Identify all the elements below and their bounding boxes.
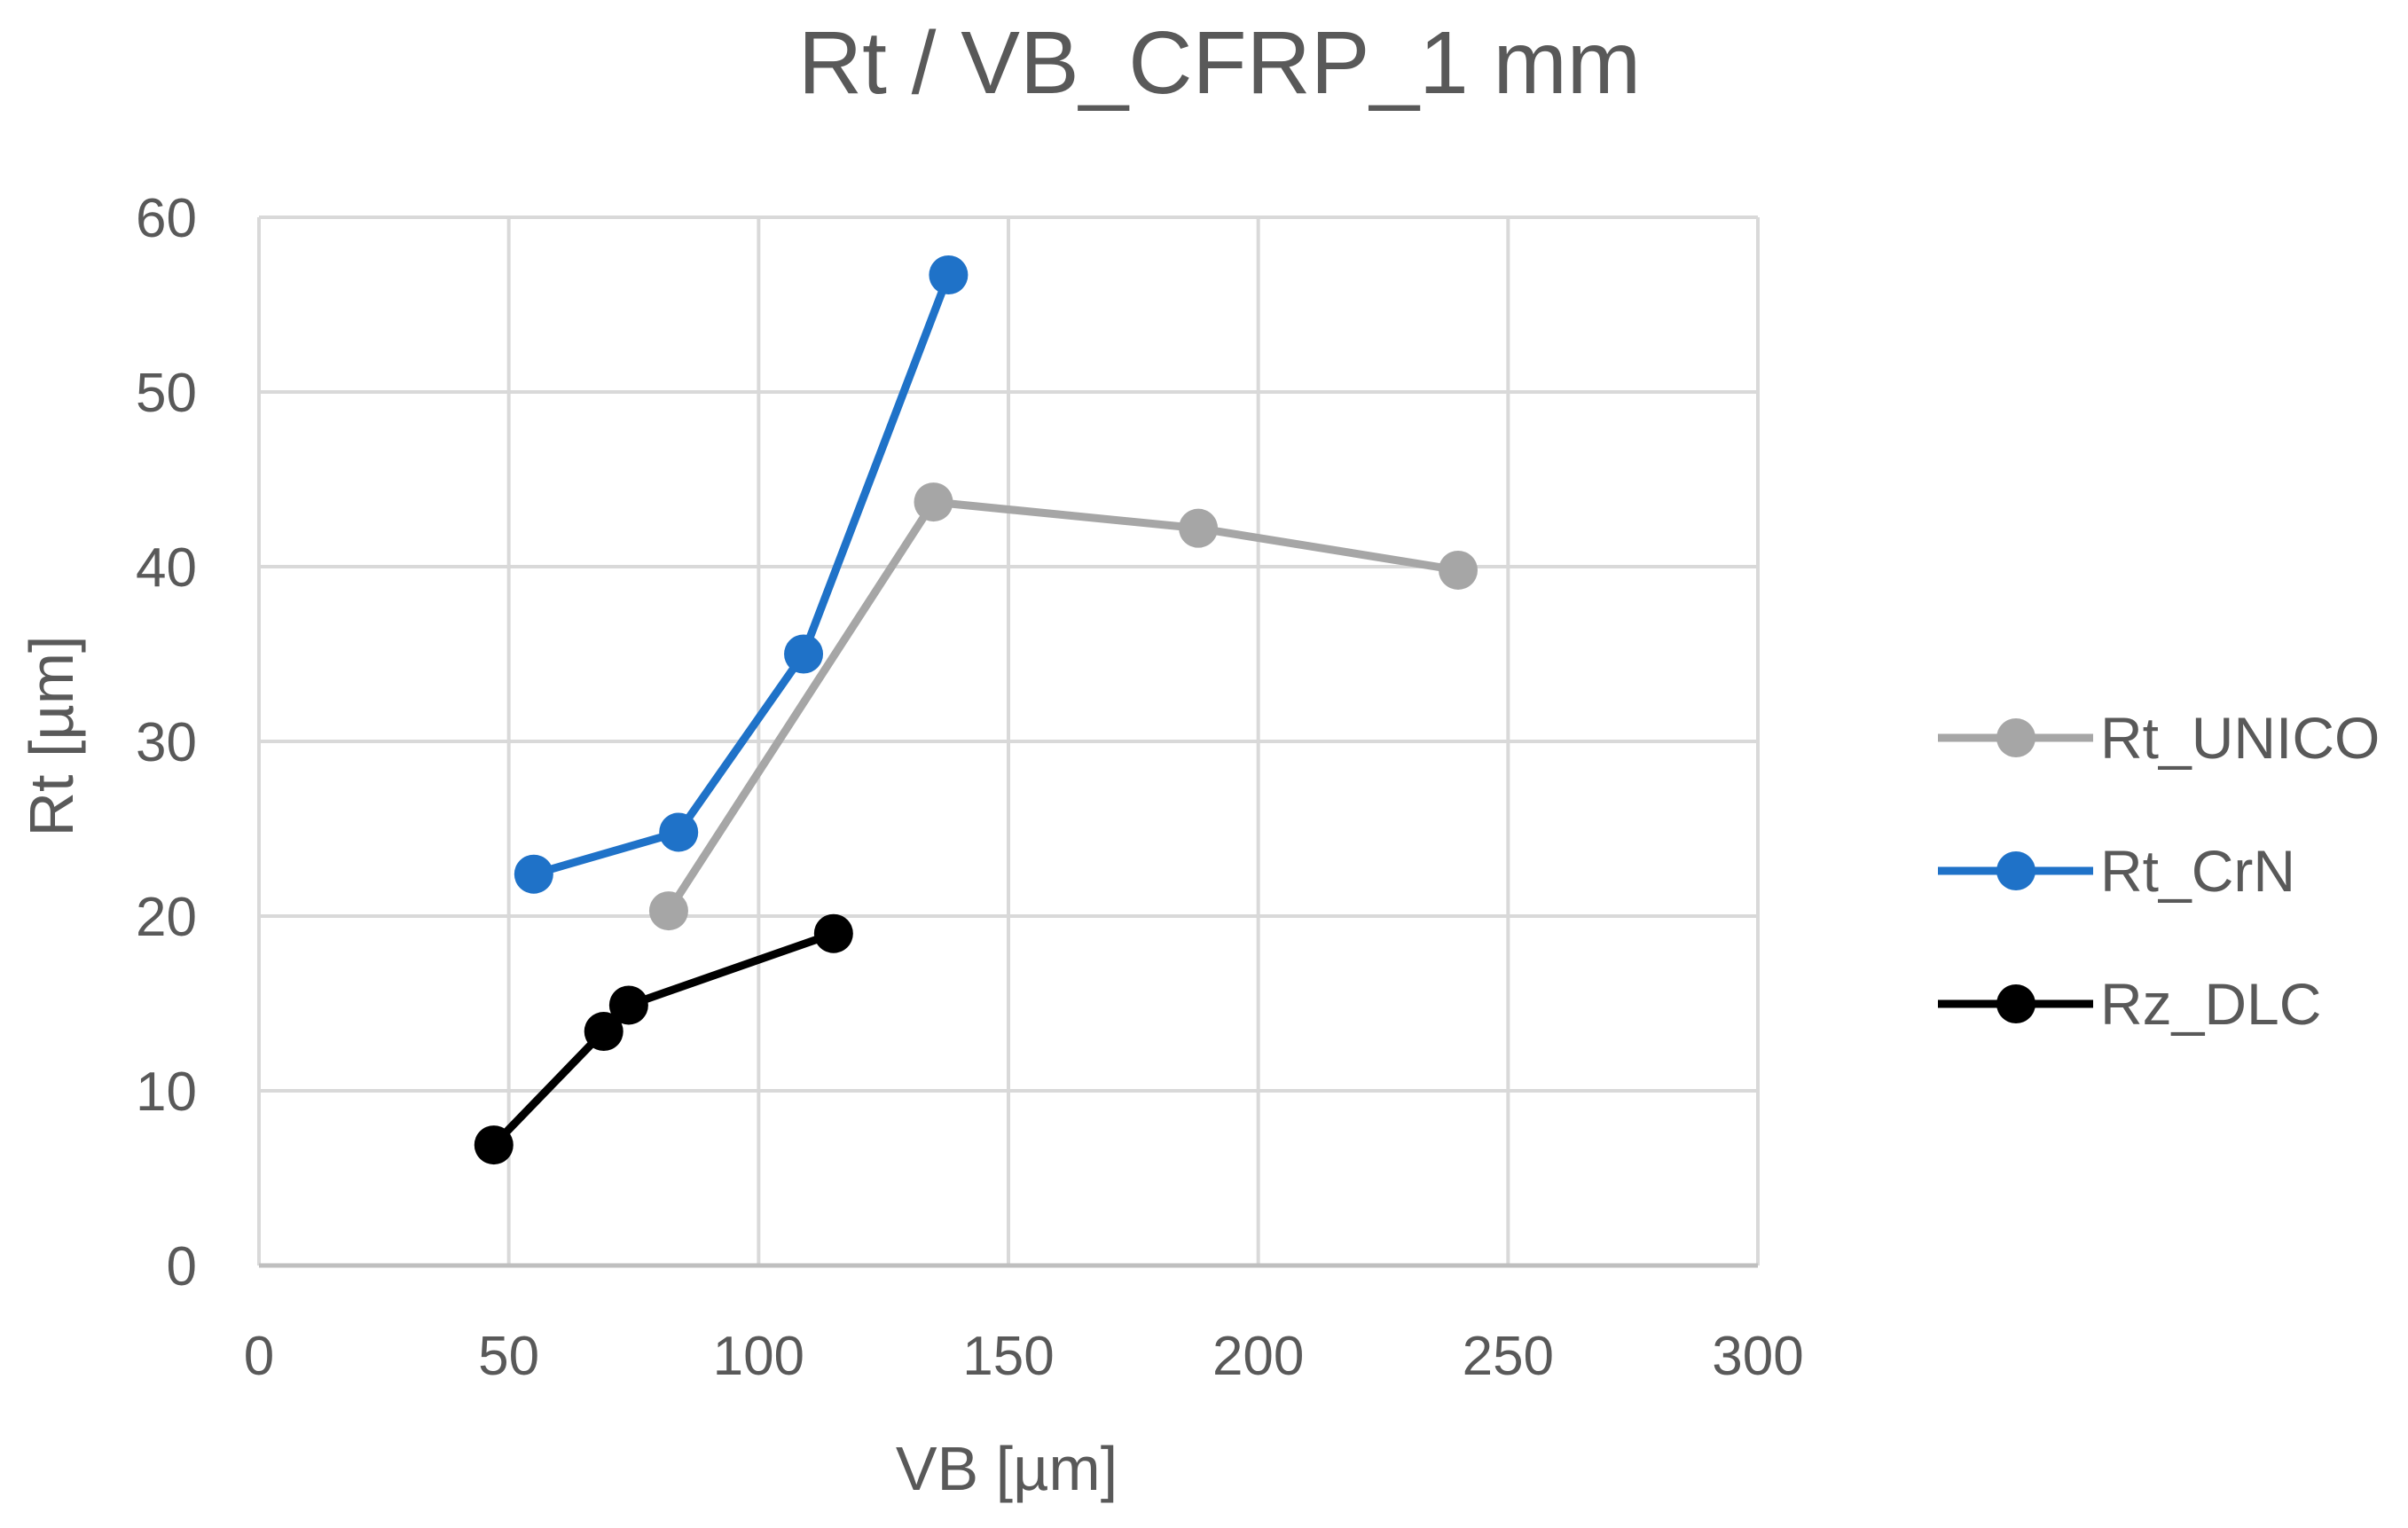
x-tick-label: 150 xyxy=(962,1326,1054,1387)
y-tick-label: 60 xyxy=(136,188,197,249)
x-axis-title: VB [µm] xyxy=(896,1434,1118,1503)
data-series xyxy=(474,255,1478,1165)
x-tick-label: 200 xyxy=(1212,1326,1304,1387)
y-tick-label: 10 xyxy=(136,1062,197,1123)
legend-label: Rt_CrN xyxy=(2100,838,2295,904)
legend: Rt_UNICO Rt_CrN Rz_DLC xyxy=(1938,705,2380,1037)
gridlines xyxy=(257,215,1760,1267)
series-Rz_DLC xyxy=(474,913,853,1165)
legend-label: Rt_UNICO xyxy=(2100,705,2380,771)
x-axis-ticks: 0 50 100 150 200 250 300 xyxy=(244,1326,1804,1387)
y-tick-label: 30 xyxy=(136,712,197,773)
data-point-Rz_DLC xyxy=(608,985,648,1025)
x-tick-label: 0 xyxy=(244,1326,274,1387)
series-line-Rz_DLC xyxy=(490,929,838,1149)
y-tick-label: 20 xyxy=(136,887,197,948)
y-axis-ticks: 0 10 20 30 40 50 60 xyxy=(136,188,197,1297)
x-tick-label: 100 xyxy=(713,1326,804,1387)
data-point-Rz_DLC xyxy=(813,913,853,953)
y-axis-title: Rt [µm] xyxy=(17,636,86,837)
series-line-Rt_UNICO xyxy=(664,498,1463,915)
x-tick-label: 50 xyxy=(478,1326,539,1387)
legend-marker xyxy=(1996,851,2035,890)
data-point-Rt_UNICO xyxy=(914,482,953,522)
legend-item-Rt_UNICO: Rt_UNICO xyxy=(1938,705,2380,771)
series-Rt_CrN xyxy=(514,255,969,894)
legend-item-Rz_DLC: Rz_DLC xyxy=(1938,971,2321,1037)
y-tick-label: 40 xyxy=(136,537,197,599)
data-point-Rt_UNICO xyxy=(648,891,688,931)
x-tick-label: 250 xyxy=(1463,1326,1554,1387)
data-point-Rt_UNICO xyxy=(1439,550,1478,590)
x-tick-label: 300 xyxy=(1712,1326,1803,1387)
data-point-Rt_CrN xyxy=(659,812,699,852)
data-point-Rt_CrN xyxy=(784,634,824,674)
y-tick-label: 50 xyxy=(136,363,197,424)
legend-marker xyxy=(1996,984,2035,1023)
data-point-Rt_CrN xyxy=(929,255,969,295)
chart-title: Rt / VB_CFRP_1 mm xyxy=(798,13,1641,113)
y-tick-label: 0 xyxy=(167,1236,197,1297)
data-point-Rz_DLC xyxy=(474,1125,514,1165)
legend-item-Rt_CrN: Rt_CrN xyxy=(1938,838,2295,904)
series-Rt_UNICO xyxy=(648,482,1478,931)
data-point-Rt_CrN xyxy=(514,854,553,894)
data-point-Rz_DLC xyxy=(584,1012,624,1052)
data-point-Rt_UNICO xyxy=(1179,508,1219,548)
series-line-Rt_CrN xyxy=(529,270,953,879)
legend-marker xyxy=(1996,718,2035,757)
legend-label: Rz_DLC xyxy=(2100,971,2321,1037)
